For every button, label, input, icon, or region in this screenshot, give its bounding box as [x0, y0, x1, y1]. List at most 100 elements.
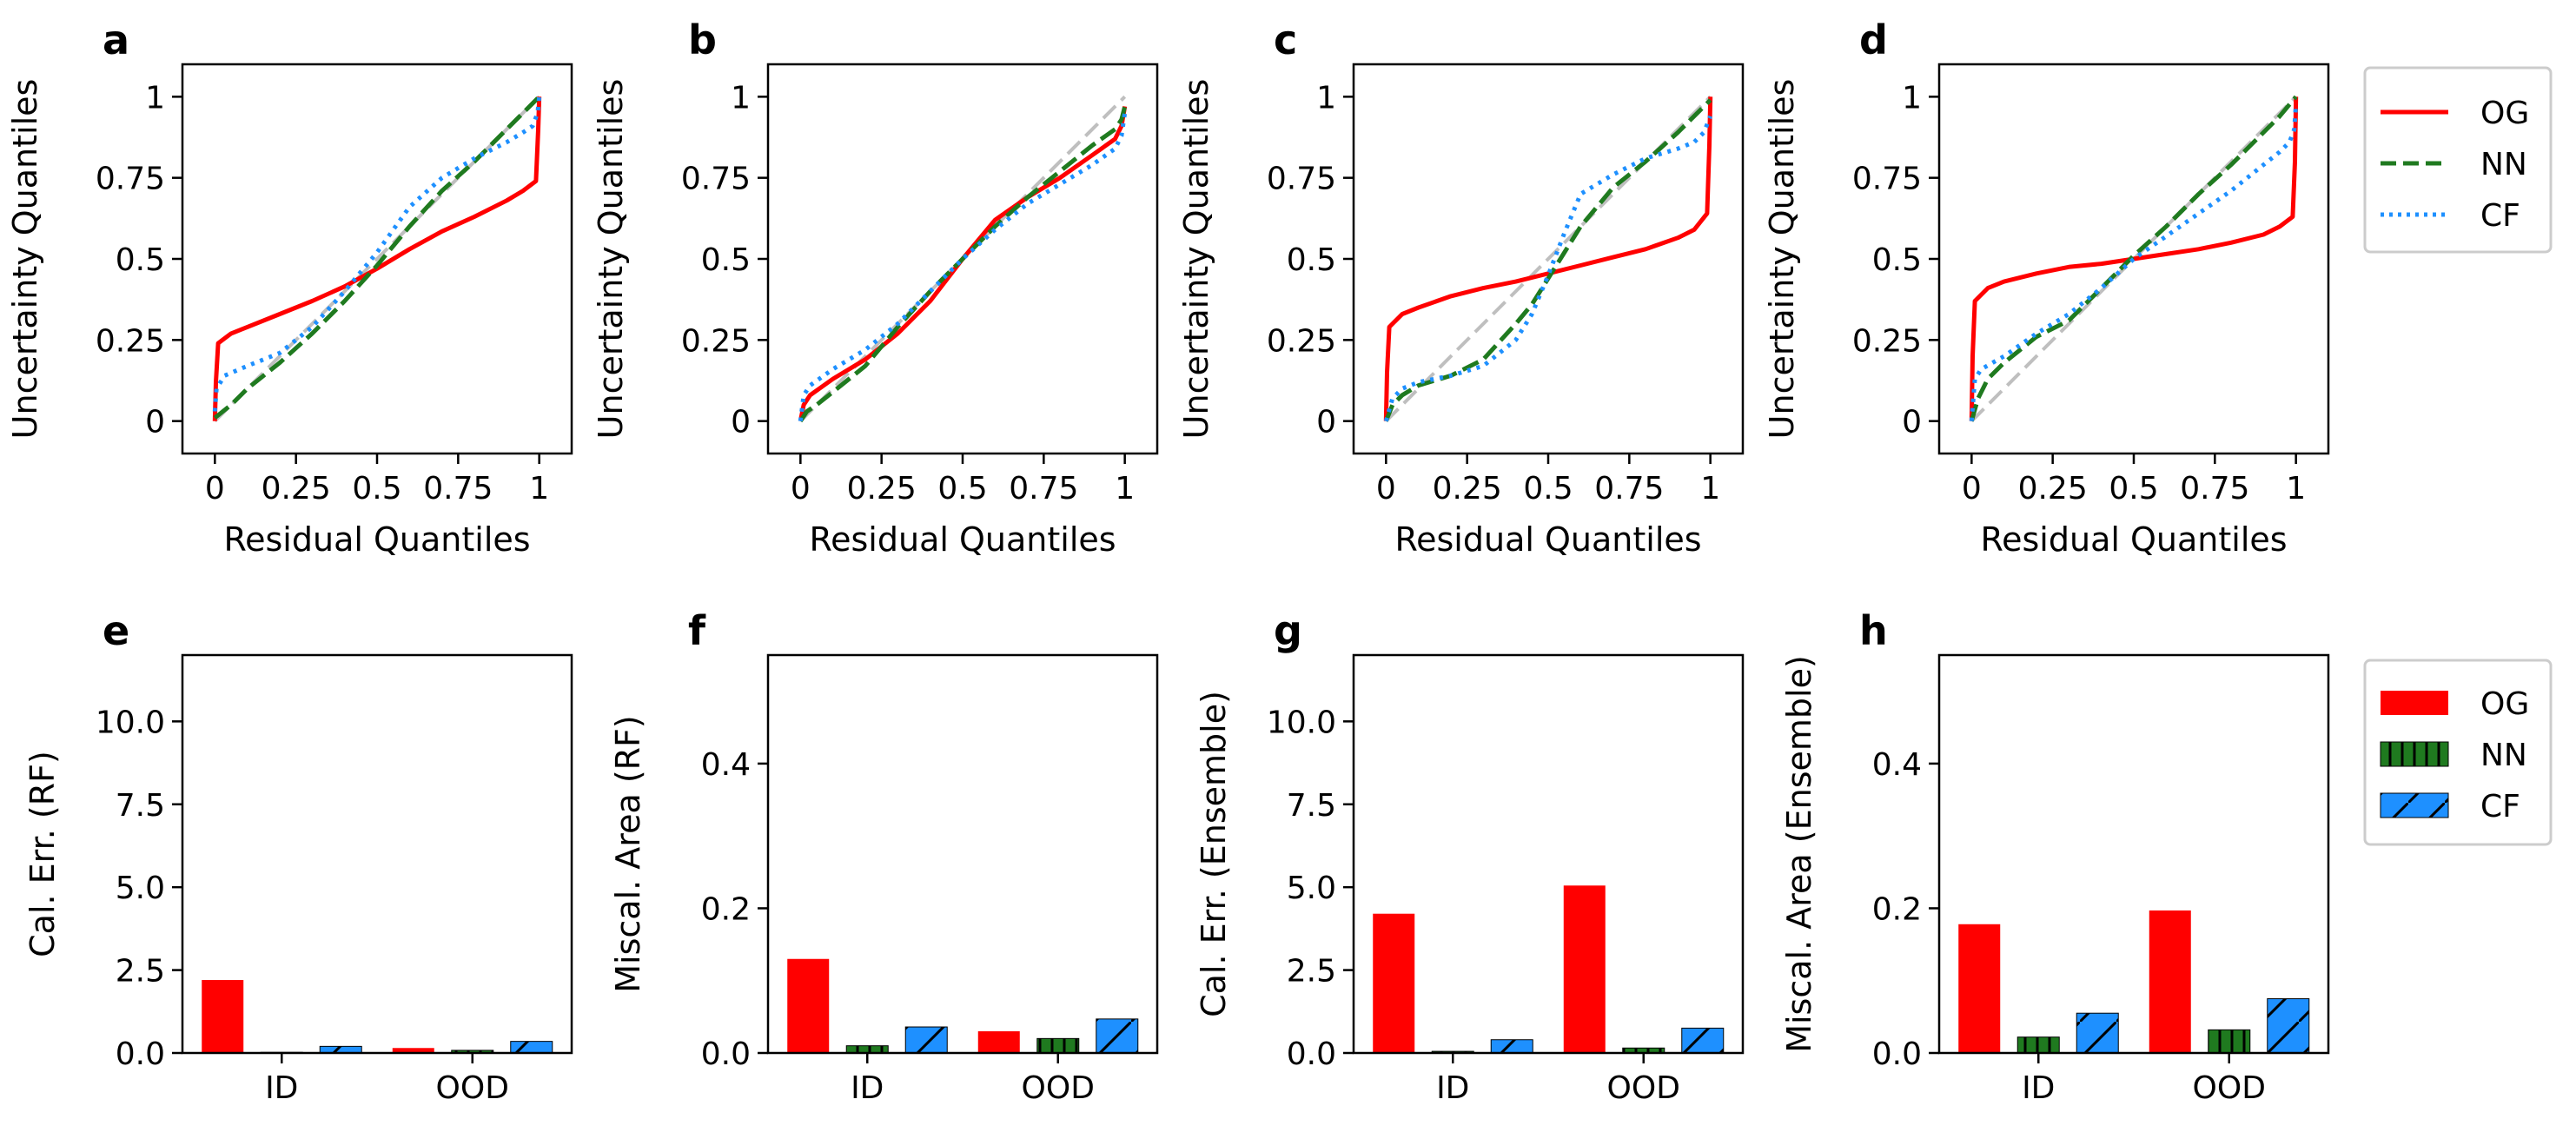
y-tick-label: 0.75 [96, 162, 165, 197]
y-tick-label: 0.4 [701, 747, 751, 783]
series-nn-line [213, 95, 541, 420]
panel-letter: b [688, 17, 717, 63]
y-axis-label: Uncertainty Quantiles [1177, 79, 1215, 440]
y-tick-label: 0.0 [1287, 1036, 1336, 1072]
panel-letter: c [1274, 17, 1297, 63]
y-tick-label: 0.25 [681, 323, 751, 359]
category-label: ID [851, 1070, 884, 1106]
y-tick-label: 0.5 [1287, 242, 1336, 278]
y-tick-label: 0.5 [701, 242, 751, 278]
panel-letter: e [103, 607, 129, 654]
panel-g: g ID OOD 0.0 2.5 5.0 7.5 10.0 Cal. Err. (Ensembl… [1195, 607, 1745, 1106]
y-tick-label: 0.75 [1267, 162, 1336, 197]
y-tick-label: 0.2 [701, 891, 751, 927]
x-axis-label: Residual Quantiles [1980, 520, 2287, 559]
x-tick-label: 0.75 [1594, 471, 1664, 507]
y-tick-label: 2.5 [1287, 954, 1336, 990]
x-tick-label: 0.25 [1433, 471, 1502, 507]
y-tick-label: 0.5 [116, 242, 165, 278]
series-cf-line [212, 96, 542, 412]
y-tick-label: 10.0 [96, 705, 165, 740]
bar-cf-id [2076, 1012, 2119, 1054]
x-tick-label: 0.75 [1009, 471, 1078, 507]
y-tick-label: 1 [145, 80, 165, 116]
category-label: ID [2022, 1070, 2055, 1106]
y-tick-label: 0 [1902, 405, 1922, 440]
series-cf-line [1969, 103, 2299, 421]
panel-e: e ID OOD 0.0 2.5 5.0 7.5 10.0 Cal. Err. (RF) [23, 607, 573, 1106]
bar-cf-id [904, 1026, 948, 1054]
panel-d: d 0 0 0.25 0.25 0.5 0.5 0.75 0.75 1 1 Residual Quan… [1763, 17, 2330, 559]
axes-frame [1937, 63, 2330, 455]
y-tick-label: 0 [145, 405, 165, 440]
y-tick-label: 5.0 [116, 871, 165, 906]
category-label: ID [1436, 1070, 1469, 1106]
axes-frame [766, 653, 1159, 1055]
panel-letter: a [103, 17, 129, 63]
y-tick-label: 0.0 [1872, 1036, 1922, 1072]
bar-og-ood [2149, 910, 2191, 1053]
x-tick-label: 0.25 [2018, 471, 2088, 507]
y-axis-label: Uncertainty Quantiles [1763, 79, 1801, 440]
x-tick-label: 1 [2286, 471, 2306, 507]
category-label: ID [265, 1070, 298, 1106]
panel-letter: d [1859, 17, 1888, 63]
axes-frame [181, 653, 573, 1055]
bar-cf-ood [1681, 1027, 1725, 1054]
category-label: OOD [1607, 1070, 1680, 1106]
y-tick-label: 1 [731, 80, 751, 116]
y-tick-label: 0.75 [681, 162, 751, 197]
y-tick-label: 0.25 [1852, 323, 1922, 359]
series-nn-line [1969, 95, 2298, 422]
x-tick-label: 0 [205, 471, 225, 507]
y-tick-label: 10.0 [1267, 705, 1336, 740]
series-cf-line [1383, 115, 1713, 422]
panel-letter: f [688, 607, 706, 654]
axes-frame [1352, 63, 1745, 455]
legend-og-swatch [2381, 691, 2448, 715]
y-tick-label: 0.25 [96, 323, 165, 359]
y-tick-label: 0.75 [1852, 162, 1922, 197]
series-og-line [1383, 96, 1713, 421]
x-tick-label: 0.5 [937, 471, 987, 507]
y-tick-label: 2.5 [116, 954, 165, 990]
category-label: OOD [436, 1070, 509, 1106]
x-axis-label: Residual Quantiles [809, 520, 1116, 559]
y-tick-label: 7.5 [116, 788, 165, 824]
x-tick-label: 0 [791, 471, 811, 507]
category-label: OOD [2193, 1070, 2266, 1106]
axes-frame [1352, 653, 1745, 1055]
legend-og-bar-label: OG [2480, 686, 2529, 722]
y-tick-label: 0 [1316, 405, 1336, 440]
bar-nn-ood [1036, 1037, 1080, 1054]
x-tick-label: 1 [529, 471, 549, 507]
x-tick-label: 0.5 [1523, 471, 1573, 507]
y-axis-label: Uncertainty Quantiles [592, 79, 630, 440]
x-tick-label: 1 [1115, 471, 1135, 507]
x-axis-label: Residual Quantiles [223, 520, 530, 559]
y-tick-label: 0.25 [1267, 323, 1336, 359]
series-og-line [1969, 96, 2299, 421]
legend-cf-bar-label: CF [2480, 789, 2520, 824]
bar-og-ood [1563, 885, 1606, 1053]
x-tick-label: 1 [1700, 471, 1720, 507]
x-tick-label: 0 [1376, 471, 1396, 507]
x-tick-label: 0.5 [352, 471, 401, 507]
panel-h: h ID OOD 0.0 0.2 0.4 Miscal. Area (Ensemble) [1780, 607, 2330, 1106]
x-tick-label: 0.25 [847, 471, 917, 507]
y-axis-label: Cal. Err. (Ensemble) [1195, 691, 1233, 1017]
panel-letter: h [1859, 607, 1888, 654]
panel-letter: g [1274, 607, 1302, 654]
bar-og-id [787, 958, 830, 1053]
bar-cf-id [1490, 1039, 1533, 1054]
bar-og-ood [977, 1031, 1020, 1053]
bar-cf-ood [1096, 1018, 1139, 1054]
y-axis-label: Miscal. Area (RF) [609, 715, 647, 992]
y-tick-label: 0 [731, 405, 751, 440]
legend-cf-swatch [2380, 792, 2449, 818]
bar-og-id [1373, 913, 1415, 1053]
legend-nn-bar-label: NN [2480, 738, 2527, 773]
x-axis-label: Residual Quantiles [1394, 520, 1701, 559]
x-tick-label: 0.75 [2180, 471, 2249, 507]
